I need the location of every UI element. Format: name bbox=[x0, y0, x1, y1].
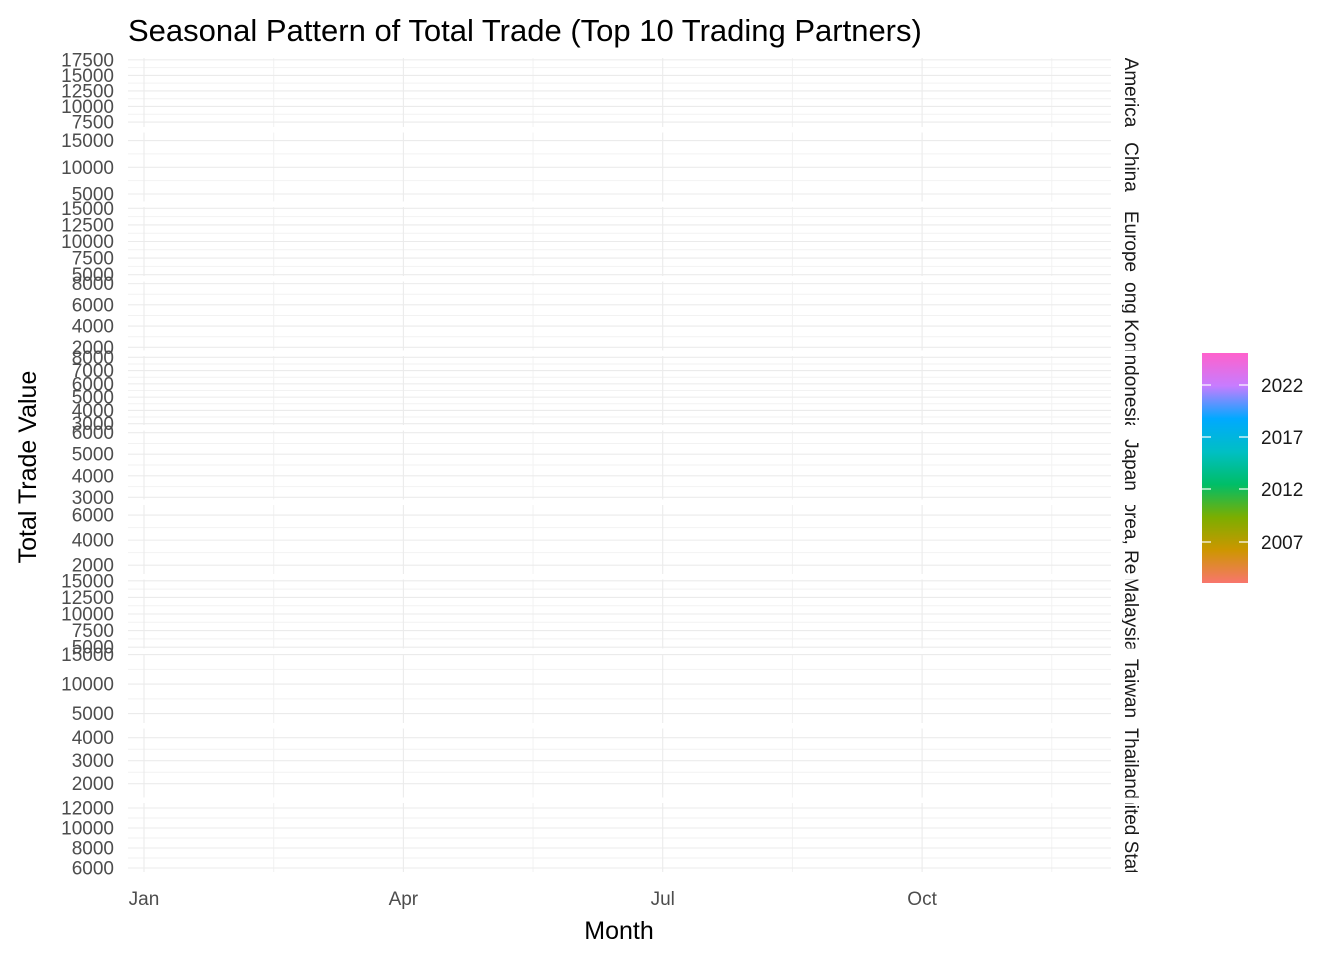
facet-strip-label: Taiwan bbox=[1120, 659, 1141, 718]
y-tick-label: 10000 bbox=[61, 675, 114, 696]
y-tick-label: 10000 bbox=[61, 97, 114, 118]
y-tick-label: 12000 bbox=[61, 799, 114, 820]
y-tick-label: 5000 bbox=[72, 704, 114, 725]
x-axis: Jan Apr Jul Oct bbox=[129, 889, 938, 910]
legend-label: 2017 bbox=[1261, 428, 1303, 449]
facet-strip-label: Indonesia bbox=[1120, 349, 1141, 432]
y-tick-label: 5000 bbox=[72, 265, 114, 286]
y-tick-label: 15000 bbox=[61, 199, 114, 220]
y-tick-label: 7500 bbox=[72, 113, 114, 134]
y-tick-label: 4000 bbox=[72, 317, 114, 338]
facet-strip-label: Korea, Rep. bbox=[1120, 489, 1141, 590]
legend-colorbar bbox=[1202, 353, 1248, 583]
y-tick-label: 15000 bbox=[61, 131, 114, 152]
legend: 2022 2017 2012 2007 bbox=[1202, 353, 1303, 583]
legend-label: 2007 bbox=[1261, 533, 1303, 554]
y-tick-label: 7500 bbox=[72, 621, 114, 642]
y-tick-label: 6000 bbox=[72, 859, 114, 880]
x-axis-title: Month bbox=[584, 917, 653, 945]
y-tick-label: 4000 bbox=[72, 728, 114, 749]
legend-label: 2022 bbox=[1261, 376, 1303, 397]
y-tick-label: 8000 bbox=[72, 839, 114, 860]
facet-strip-label: Europe bbox=[1120, 211, 1141, 272]
y-tick-label: 2000 bbox=[72, 556, 114, 577]
y-tick-label: 6000 bbox=[72, 506, 114, 527]
y-tick-label: 8000 bbox=[72, 274, 114, 295]
y-tick-label: 10000 bbox=[61, 232, 114, 253]
x-tick-label: Oct bbox=[907, 889, 937, 910]
y-tick-label: 10000 bbox=[61, 605, 114, 626]
y-tick-label: 10000 bbox=[61, 158, 114, 179]
y-tick-label: 4000 bbox=[72, 401, 114, 422]
y-tick-label: 5000 bbox=[72, 388, 114, 409]
y-tick-label: 7000 bbox=[72, 361, 114, 382]
facet-strip-label: America bbox=[1120, 58, 1141, 128]
y-tick-label: 7500 bbox=[72, 249, 114, 270]
y-tick-label: 6000 bbox=[72, 374, 114, 395]
facet-strip-label: Japan bbox=[1120, 439, 1141, 491]
facet-strip-label: Hong Kong bbox=[1120, 268, 1141, 363]
facet-panel: 5000 10000 15000 Taiwan bbox=[61, 645, 1141, 725]
y-tick-label: 15000 bbox=[61, 66, 114, 87]
y-tick-label: 17500 bbox=[61, 50, 114, 71]
y-tick-label: 5000 bbox=[72, 445, 114, 466]
facet-panel: 2000 4000 6000 Korea, Rep. bbox=[72, 489, 1141, 590]
y-tick-label: 12500 bbox=[61, 81, 114, 102]
x-tick-label: Apr bbox=[389, 889, 419, 910]
y-tick-label: 12500 bbox=[61, 215, 114, 236]
y-tick-label: 12500 bbox=[61, 588, 114, 609]
y-tick-label: 8000 bbox=[72, 348, 114, 369]
y-tick-label: 3000 bbox=[72, 414, 114, 435]
facet-panel: 5000 10000 15000 China bbox=[61, 131, 1141, 205]
x-tick-label: Jan bbox=[129, 889, 160, 910]
legend-label: 2012 bbox=[1261, 480, 1303, 501]
y-tick-label: 6000 bbox=[72, 423, 114, 444]
y-tick-label: 3000 bbox=[72, 751, 114, 772]
y-tick-label: 4000 bbox=[72, 466, 114, 487]
y-tick-label: 15000 bbox=[61, 645, 114, 666]
chart-title: Seasonal Pattern of Total Trade (Top 10 … bbox=[128, 13, 922, 48]
facet-strip-label: China bbox=[1120, 142, 1141, 192]
y-tick-label: 4000 bbox=[72, 531, 114, 552]
y-tick-label: 2000 bbox=[72, 774, 114, 795]
y-axis-title: Total Trade Value bbox=[14, 371, 42, 564]
y-tick-label: 5000 bbox=[72, 185, 114, 206]
facet-strip-label: United States bbox=[1120, 780, 1141, 894]
x-tick-label: Jul bbox=[651, 889, 675, 910]
facet-strip-label: Thailand bbox=[1120, 727, 1141, 800]
facet-strip-label: Malaysia bbox=[1120, 577, 1141, 652]
y-tick-label: 2000 bbox=[72, 338, 114, 359]
y-tick-label: 3000 bbox=[72, 488, 114, 509]
y-tick-label: 10000 bbox=[61, 819, 114, 840]
y-tick-label: 15000 bbox=[61, 571, 114, 592]
y-tick-label: 5000 bbox=[72, 638, 114, 659]
y-tick-label: 6000 bbox=[72, 295, 114, 316]
